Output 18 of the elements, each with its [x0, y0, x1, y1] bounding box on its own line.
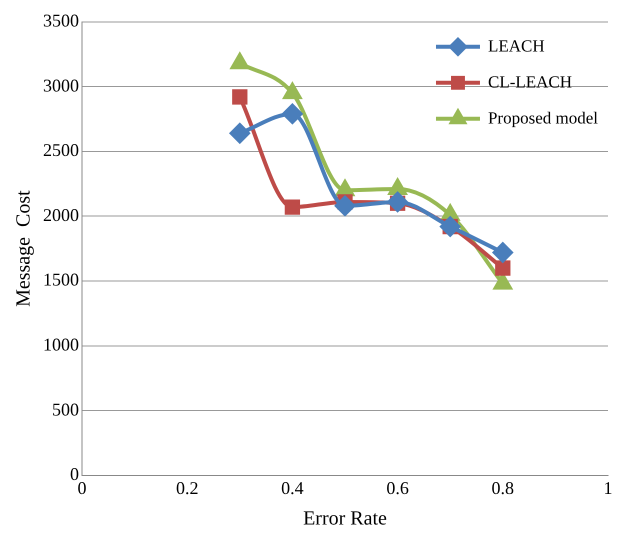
y-tick-label: 0: [70, 464, 79, 484]
y-tick-label: 1000: [43, 334, 79, 355]
y-tick-label: 3000: [43, 75, 79, 96]
x-axis-title: Error Rate: [303, 507, 388, 530]
y-tick-label: 500: [52, 399, 79, 420]
x-tick-label: 0.4: [281, 478, 304, 498]
x-tick-label: 0.2: [176, 478, 198, 498]
y-axis-title: Message Cost: [12, 190, 34, 307]
x-tick-label: 1: [604, 478, 612, 498]
x-tick-label: 0.8: [492, 478, 514, 498]
legend-label: LEACH: [488, 36, 545, 56]
y-tick-label: 2500: [43, 140, 79, 160]
y-tick-label: 2000: [43, 204, 79, 225]
y-tick-label: 1500: [43, 270, 79, 290]
legend-label: Proposed model: [488, 108, 598, 128]
y-tick-label: 3500: [43, 10, 79, 31]
x-tick-label: 0.6: [386, 478, 409, 498]
legend-label: CL-LEACH: [488, 72, 572, 92]
